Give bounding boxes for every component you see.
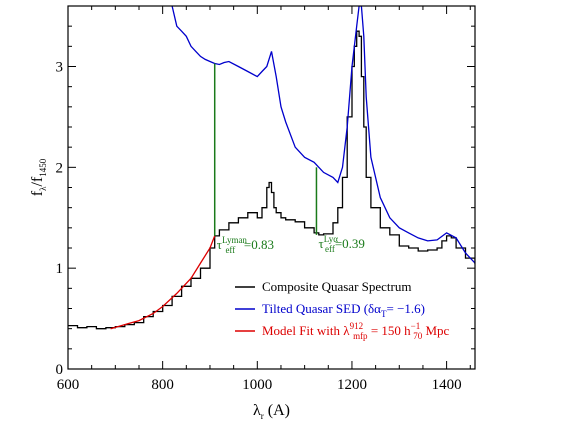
legend: Composite Quasar Spectrum Tilted Quasar S… [235, 279, 450, 341]
series-line-1 [171, 6, 475, 264]
axis-labels: λr (A) fλ/f1450 [29, 158, 290, 421]
legend-entry-1: Tilted Quasar SED (δαT= −1.6) [262, 301, 425, 319]
x-tick-label-1: 800 [151, 377, 174, 393]
series-layer [68, 6, 475, 330]
x-tick-label-2: 1000 [242, 377, 272, 393]
x-tick-label-0: 600 [57, 377, 80, 393]
legend-entry-0: Composite Quasar Spectrum [262, 279, 411, 294]
annotation-label-0: τLyman eff =0.83 [217, 235, 274, 255]
series-line-2 [110, 235, 216, 330]
x-axis-label: λr (A) [253, 402, 290, 421]
y-tick-label-2: 2 [56, 160, 64, 176]
legend-entry-2: Model Fit with λ912 mfp = 150 h−1 70 Mpc [262, 321, 450, 341]
y-tick-label-3: 3 [56, 60, 64, 76]
annotation-label-1: τLyα eff=0.39 [318, 234, 364, 254]
y-axis-label: fλ/f1450 [29, 158, 48, 196]
x-tick-label-3: 1200 [337, 377, 367, 393]
y-tick-label-1: 1 [56, 261, 64, 277]
annotation-layer: τLyman eff =0.83 τLyα eff=0.39 [213, 63, 365, 255]
axes-layer: 600 800 1000 1200 1400 0 1 2 3 [56, 5, 476, 393]
series-line-0 [68, 30, 475, 330]
y-tick-label-0: 0 [56, 362, 64, 378]
x-tick-label-4: 1400 [432, 377, 462, 393]
